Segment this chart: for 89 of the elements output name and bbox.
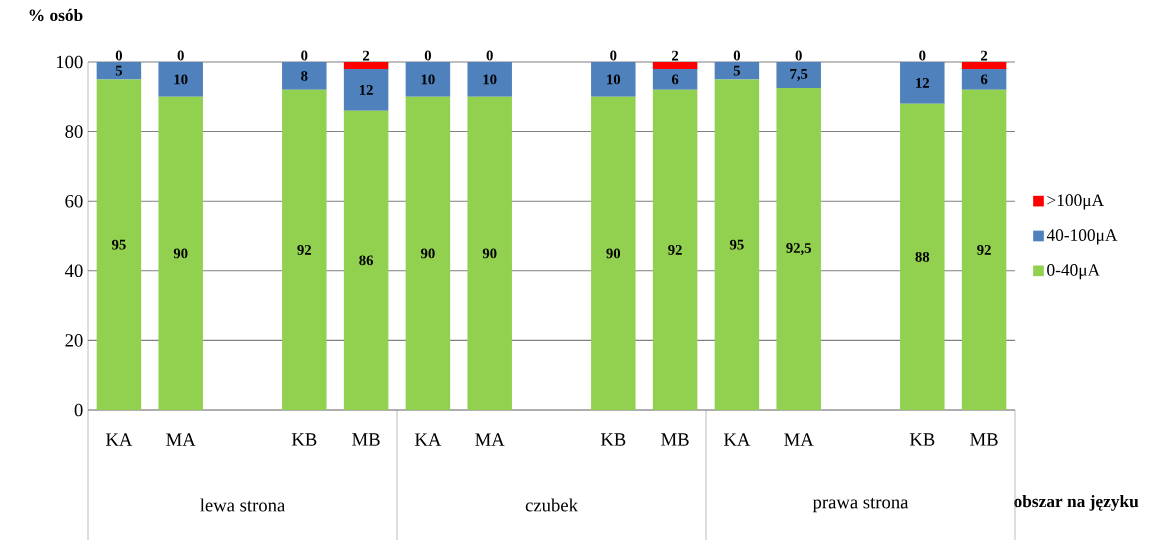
x-tick-label: MB xyxy=(661,433,689,446)
data-label: 5 xyxy=(733,65,741,76)
bar xyxy=(714,61,760,80)
data-label: 0 xyxy=(115,50,123,61)
data-label: 2 xyxy=(672,50,679,61)
data-label: 90 xyxy=(482,248,497,259)
bar xyxy=(591,61,636,97)
data-label: 92 xyxy=(668,244,682,255)
y-tick-label: 40 xyxy=(64,264,83,278)
x-tick-label: KA xyxy=(414,433,442,446)
text: czubek xyxy=(525,498,578,512)
data-label: 0 xyxy=(424,50,432,61)
data-label: 10 xyxy=(607,74,621,85)
bar xyxy=(158,61,203,97)
text: lewa strona xyxy=(200,498,286,512)
data-label: 6 xyxy=(671,74,679,85)
bar xyxy=(405,96,451,410)
bar xyxy=(652,61,698,69)
x-tick-label: KB xyxy=(909,433,935,446)
data-label: 0 xyxy=(610,50,617,61)
data-label: 12 xyxy=(916,78,929,88)
x-tick-label: MA xyxy=(475,433,505,446)
data-label: 0 xyxy=(486,50,493,61)
data-label: 95 xyxy=(111,239,126,250)
data-label: 92 xyxy=(977,244,991,255)
data-label: 95 xyxy=(729,239,744,250)
bar xyxy=(900,103,945,410)
bar xyxy=(343,61,389,69)
data-label: 92 xyxy=(297,244,311,255)
data-label: 5 xyxy=(115,65,123,76)
data-label: 2 xyxy=(363,50,370,61)
data-label: 10 xyxy=(483,74,497,85)
y-tick-label: 80 xyxy=(65,125,83,138)
data-label: 90 xyxy=(420,248,435,259)
bar xyxy=(961,89,1007,410)
bar xyxy=(467,96,512,410)
bar xyxy=(343,68,389,111)
data-label: 12 xyxy=(359,84,373,95)
x-tick-label: MB xyxy=(352,433,380,446)
bar xyxy=(282,89,327,410)
y-tick-label: 60 xyxy=(65,194,83,208)
x-tick-label: KB xyxy=(600,433,626,446)
bar xyxy=(652,89,698,410)
legend-label: >100μA xyxy=(1047,194,1104,210)
data-label: 2 xyxy=(981,50,988,61)
data-label: 92,5 xyxy=(786,243,811,256)
x-axis-title: obszar na języku xyxy=(1014,495,1139,511)
data-label: 90 xyxy=(173,248,188,259)
bar xyxy=(652,68,698,90)
bar xyxy=(467,61,512,97)
x-tick-label: KB xyxy=(291,433,317,446)
bar xyxy=(158,96,203,410)
data-label: 0 xyxy=(733,50,741,61)
bar xyxy=(961,68,1007,90)
bar xyxy=(961,61,1007,69)
bar xyxy=(96,61,142,80)
data-label: 10 xyxy=(421,74,435,85)
data-label: 10 xyxy=(174,74,188,85)
bar xyxy=(714,79,760,410)
data-label: 88 xyxy=(915,251,930,262)
text: prawa strona xyxy=(812,497,909,513)
x-tick-label: KA xyxy=(105,433,133,446)
data-label: 0 xyxy=(177,50,184,61)
y-tick-label: 100 xyxy=(56,55,83,69)
x-tick-label: MB xyxy=(970,433,998,446)
x-tick-label: MA xyxy=(784,433,814,446)
x-tick-label: MA xyxy=(166,433,196,446)
data-label: 0 xyxy=(795,50,802,61)
legend-label: 0-40μA xyxy=(1047,264,1100,280)
legend-label: 40-100μA xyxy=(1046,229,1118,245)
data-label: 0 xyxy=(919,50,926,61)
bar xyxy=(405,61,451,97)
bar xyxy=(591,96,636,410)
data-label: 0 xyxy=(301,50,308,61)
y-tick-label: 20 xyxy=(65,334,83,347)
y-axis-title: % osób xyxy=(29,8,83,22)
bar xyxy=(96,79,142,410)
x-tick-label: KA xyxy=(723,433,751,446)
data-label: 86 xyxy=(359,255,374,266)
data-label: 7,5 xyxy=(790,69,808,81)
bar xyxy=(343,110,389,410)
bar xyxy=(776,88,821,410)
data-label: 90 xyxy=(606,248,621,259)
y-tick-label: 0 xyxy=(74,403,83,417)
bar xyxy=(900,61,945,104)
data-label: 6 xyxy=(980,74,988,85)
bar xyxy=(282,61,327,90)
data-label: 8 xyxy=(301,70,308,81)
bar xyxy=(776,61,821,89)
